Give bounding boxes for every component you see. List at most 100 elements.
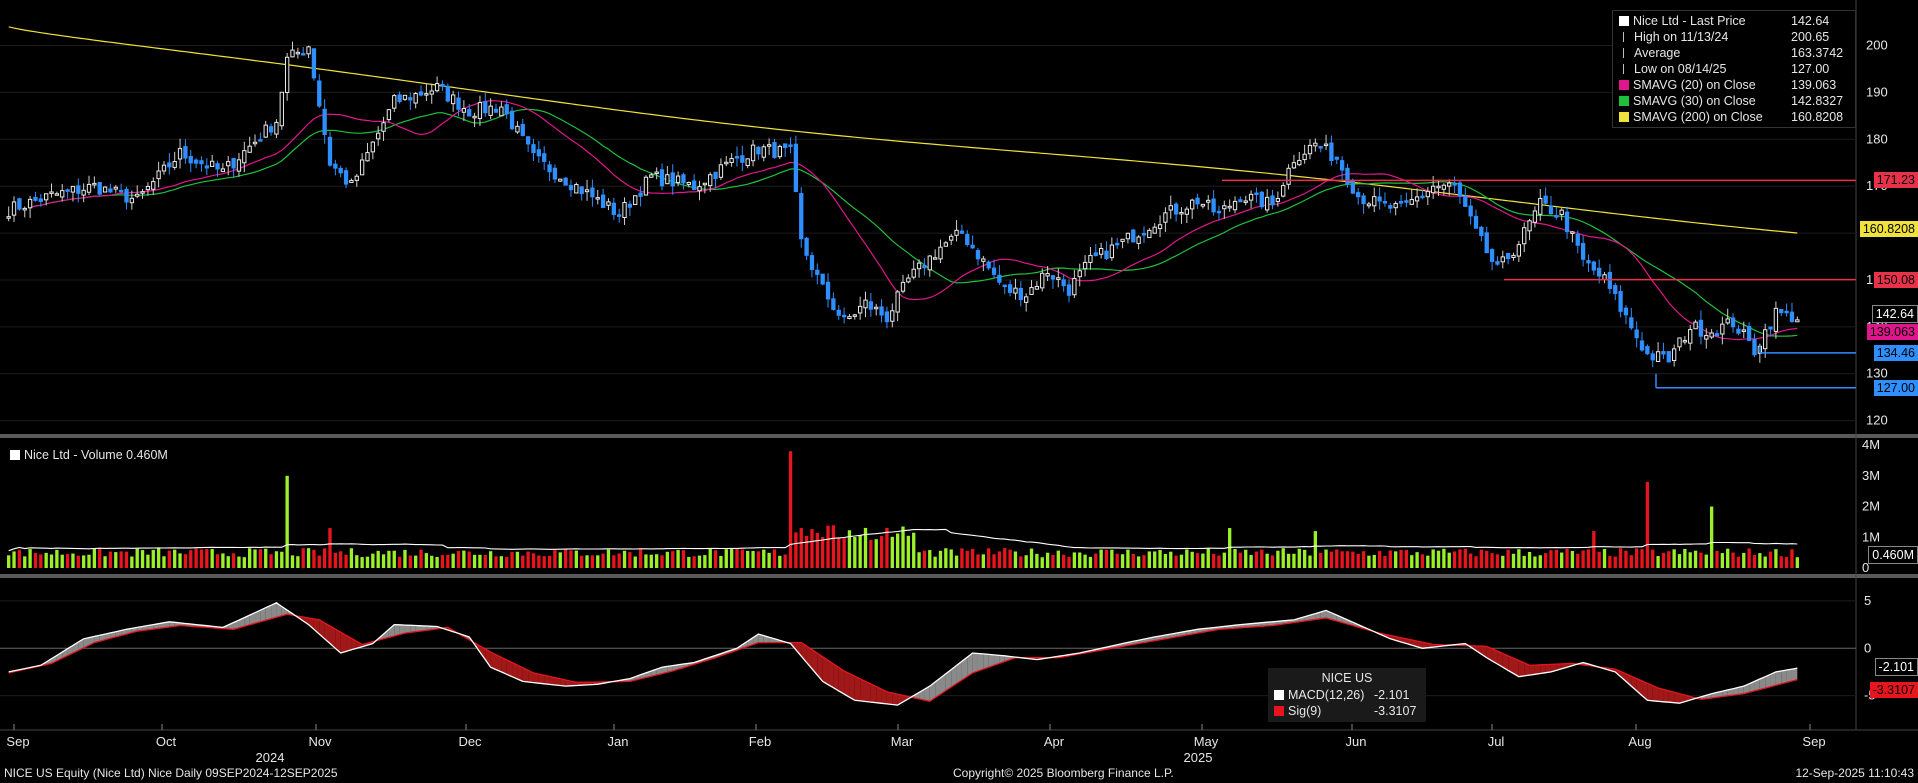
volume-bar — [119, 551, 123, 568]
average-line-icon — [1623, 48, 1630, 58]
volume-bar — [290, 555, 295, 568]
candle-body — [333, 163, 338, 169]
volume-bar — [1736, 556, 1741, 568]
macd-fill — [335, 629, 341, 653]
candle-body — [33, 196, 38, 201]
candle-body — [708, 174, 713, 187]
macd-fill — [1658, 688, 1664, 702]
candle-body — [1714, 333, 1720, 337]
month-label: Apr — [1044, 734, 1065, 749]
macd-fill — [1642, 680, 1648, 701]
volume-bar — [890, 536, 894, 568]
candle-body — [461, 108, 467, 113]
volume-bar — [1565, 548, 1569, 568]
volume-bar — [740, 549, 745, 568]
candle-body — [1088, 254, 1093, 263]
volume-bar — [633, 556, 637, 568]
volume-bar — [922, 550, 927, 568]
footer-copyright: Copyright© 2025 Bloomberg Finance L.P. — [953, 766, 1174, 780]
volume-bar — [997, 551, 1002, 568]
volume-bar — [580, 555, 584, 568]
volume-bar — [831, 525, 836, 568]
volume-bar — [1056, 550, 1060, 568]
candle-body — [92, 182, 97, 186]
volume-bar — [1693, 550, 1698, 568]
month-label: Mar — [891, 734, 914, 749]
candle-body — [349, 179, 354, 183]
month-label: Jun — [1346, 734, 1367, 749]
macd-fill — [1620, 671, 1626, 682]
macd-fill — [512, 662, 518, 680]
volume-bar — [869, 540, 873, 568]
candle-body — [713, 171, 718, 179]
volume-bar — [1517, 549, 1521, 568]
candle-body — [135, 193, 140, 197]
volume-bar — [1624, 550, 1628, 568]
candle-body — [1698, 319, 1704, 337]
candle-body — [242, 150, 247, 164]
volume-bar — [1013, 551, 1018, 568]
candle-body — [1163, 212, 1168, 223]
candle-body — [274, 121, 279, 135]
volume-bar — [874, 539, 878, 568]
candle-body — [1554, 215, 1559, 218]
candle-body — [376, 132, 381, 140]
macd-fill — [967, 653, 973, 677]
candle-body — [1034, 285, 1040, 290]
candle-body — [1066, 284, 1072, 296]
volume-bar — [1447, 552, 1451, 568]
candle-body — [1056, 277, 1061, 280]
volume-bar — [687, 556, 691, 568]
candle-body — [1345, 167, 1350, 185]
volume-bar — [697, 555, 702, 568]
volume-bar — [671, 551, 675, 568]
volume-bar — [1688, 552, 1692, 568]
volume-bar — [339, 551, 343, 568]
macd-fill — [506, 659, 513, 677]
candle-body — [766, 144, 772, 147]
candle-body — [370, 141, 375, 153]
volume-bar — [799, 528, 803, 568]
macd-legend-title: NICE US — [1321, 671, 1373, 685]
volume-bar — [585, 555, 589, 568]
candle-body — [1602, 274, 1607, 280]
volume-bar — [456, 550, 461, 568]
volume-bar — [1543, 553, 1548, 568]
volume-bar — [1452, 551, 1457, 568]
macd-fill — [94, 635, 100, 643]
volume-bar — [649, 554, 653, 568]
volume-bar — [387, 550, 391, 568]
volume-bar — [987, 548, 991, 568]
macd-fill — [1267, 621, 1273, 626]
candle-body — [1763, 329, 1768, 350]
macd-fill — [490, 652, 497, 670]
volume-bar — [156, 548, 161, 568]
volume-bar — [1302, 549, 1307, 568]
volume-bar — [1474, 556, 1478, 568]
volume-bar — [569, 550, 573, 568]
month-label: Jan — [608, 734, 629, 749]
volume-bar — [317, 555, 321, 568]
volume-bar — [895, 533, 900, 568]
volume-bar — [1051, 554, 1055, 568]
candle-body — [1773, 307, 1779, 332]
volume-bar — [1656, 556, 1660, 568]
candle-body — [836, 309, 841, 316]
candle-body — [922, 265, 927, 269]
square-icon — [1274, 690, 1284, 700]
macd-fill — [1492, 648, 1498, 665]
volume-bar — [772, 549, 777, 568]
volume-bar — [408, 555, 412, 568]
macd-fill — [662, 666, 668, 674]
legend-row: Nice Ltd - Last Price 142.64 — [1619, 14, 1829, 29]
volume-bar — [842, 538, 846, 568]
axis-value-tag: -2.101 — [1874, 658, 1918, 677]
macd-fill — [1679, 693, 1685, 704]
volume-bar — [1527, 551, 1532, 568]
volume-bar — [253, 549, 257, 568]
macd-fill — [1320, 610, 1327, 619]
candle-body — [1473, 215, 1479, 229]
candle-body — [970, 244, 975, 249]
macd-fill — [994, 654, 1000, 666]
volume-bar — [167, 550, 171, 568]
